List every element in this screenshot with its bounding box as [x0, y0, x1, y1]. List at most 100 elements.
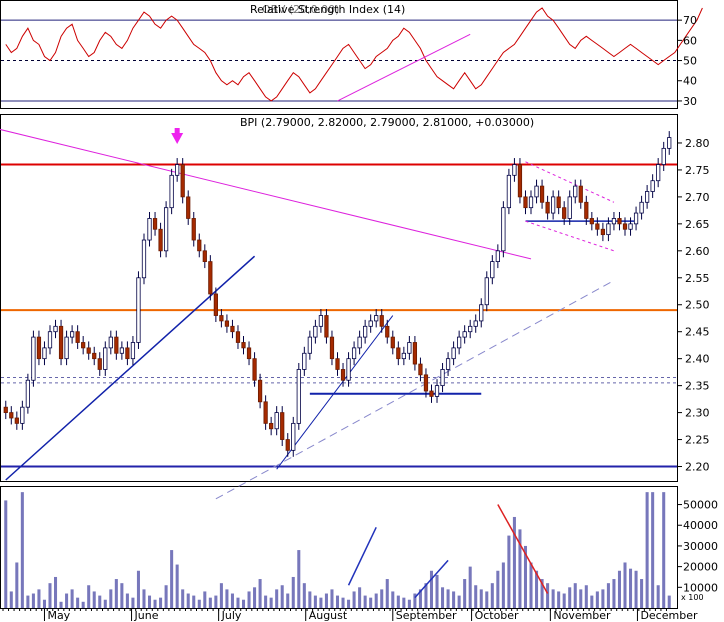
- candle-body: [257, 379, 263, 403]
- volume-bar: [518, 529, 522, 608]
- volume-bar: [92, 591, 96, 608]
- volume-bar: [546, 583, 550, 608]
- candle-body: [390, 336, 395, 349]
- price-trend-line-0: [0, 128, 532, 260]
- volume-bar: [230, 593, 234, 608]
- volume-bar: [269, 597, 273, 608]
- volume-bar: [214, 595, 218, 608]
- candle-body: [252, 358, 257, 381]
- candle-body: [9, 412, 14, 419]
- price-tick-label: 2.65: [685, 218, 710, 231]
- rsi-tick-label: 70: [683, 14, 697, 27]
- volume-bar: [606, 583, 610, 608]
- candle-body: [14, 417, 19, 424]
- candle-body: [379, 315, 384, 327]
- candle-body: [473, 320, 478, 327]
- volume-bar: [297, 550, 301, 608]
- price-tick-label: 2.55: [685, 272, 710, 285]
- volume-bar: [197, 599, 201, 608]
- volume-bar: [347, 599, 351, 608]
- volume-bar: [468, 566, 472, 608]
- volume-bar: [413, 593, 417, 608]
- month-label: August: [309, 609, 348, 622]
- candle-body: [396, 347, 401, 360]
- candle-body: [462, 331, 467, 338]
- volume-bar: [557, 591, 561, 608]
- volume-bar: [225, 589, 229, 608]
- volume-bar: [142, 589, 146, 608]
- candle-body: [186, 196, 191, 219]
- candle-body: [468, 325, 473, 333]
- candle-body: [357, 336, 362, 349]
- volume-bar: [512, 516, 516, 608]
- volume-bar: [479, 589, 483, 608]
- price-tick-label: 2.25: [685, 434, 710, 447]
- price-tick-label: 2.80: [685, 137, 710, 150]
- candle-body: [418, 363, 423, 376]
- candle-body: [64, 336, 69, 360]
- volume-bar: [147, 595, 152, 608]
- volume-bar: [192, 595, 196, 608]
- volume-tick-label: 10000: [683, 581, 718, 594]
- candle-body: [567, 196, 572, 219]
- month-label: June: [134, 609, 159, 622]
- price-trend-line-6: [525, 161, 615, 203]
- rsi-line: [5, 7, 703, 102]
- candle-body: [562, 207, 567, 219]
- month-label: September: [396, 609, 457, 622]
- candle-body: [445, 358, 451, 370]
- candle-body: [296, 369, 301, 424]
- volume-bar: [435, 574, 439, 608]
- volume-bar: [418, 589, 422, 608]
- volume-bar: [275, 589, 279, 608]
- volume-bar: [457, 595, 461, 608]
- candle-body: [130, 342, 136, 360]
- candle-body: [368, 320, 373, 327]
- candle-body: [169, 174, 174, 209]
- candle-body: [611, 218, 617, 225]
- volume-bar: [485, 591, 489, 608]
- candle-body: [584, 201, 589, 219]
- rsi-tick-label: 60: [683, 34, 697, 47]
- candle-body: [230, 325, 235, 333]
- candle-body: [363, 325, 368, 338]
- volume-bar: [9, 591, 13, 608]
- candle-body: [506, 174, 512, 209]
- volume-bar: [490, 583, 494, 608]
- volume-bar: [540, 579, 544, 608]
- price-panel: [0, 114, 678, 482]
- price-trend-line-1: [5, 255, 256, 481]
- volume-bar: [562, 593, 566, 608]
- candle-body: [97, 358, 102, 370]
- volume-bar: [81, 601, 85, 608]
- axes-layer: 30 40 50 60 70 2.20 2.25 2.30 2.35 2.40 2.45 2.50 2.…: [2, 14, 718, 622]
- volume-bar: [573, 583, 577, 608]
- candle-body: [147, 218, 152, 241]
- volume-bar: [236, 597, 240, 608]
- candle-body: [351, 347, 357, 360]
- arrow-marker-stem: [174, 128, 180, 134]
- candle-body: [528, 196, 534, 209]
- volume-bar: [241, 599, 246, 608]
- volume-layer: [4, 492, 671, 608]
- volume-bar: [623, 562, 627, 608]
- candle-body: [656, 164, 661, 182]
- volume-bar: [70, 589, 74, 608]
- volume-bar: [352, 591, 356, 608]
- volume-bar: [651, 492, 655, 608]
- volume-bar: [42, 599, 46, 608]
- candle-body: [224, 320, 230, 327]
- candle-body: [53, 325, 58, 333]
- candle-body: [423, 374, 429, 392]
- candle-body: [175, 164, 180, 176]
- candle-body: [302, 352, 307, 370]
- candle-body: [235, 331, 241, 343]
- candle-body: [313, 325, 318, 338]
- price-trend-line-3: [276, 315, 394, 470]
- candle-body: [103, 347, 108, 370]
- volume-bar: [463, 579, 467, 608]
- candle-body: [42, 347, 47, 360]
- volume-bar: [48, 583, 52, 608]
- volume-bar: [103, 599, 107, 608]
- volume-trend-line-1: [414, 559, 449, 599]
